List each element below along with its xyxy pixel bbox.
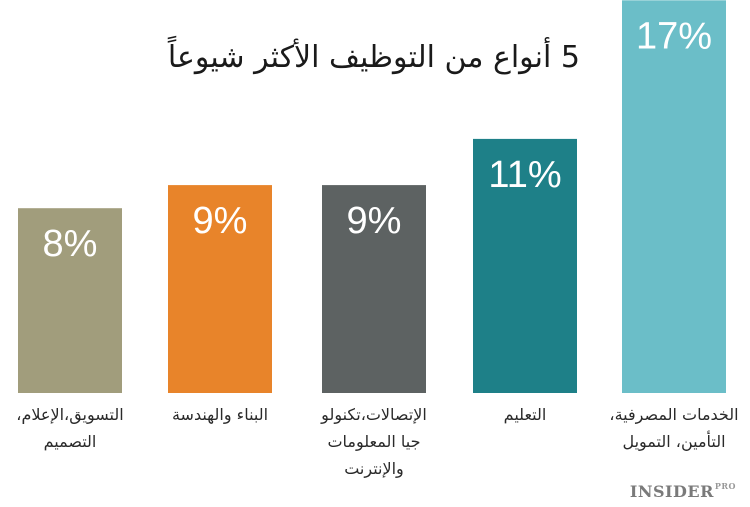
brand-suffix: PRO xyxy=(714,480,736,491)
bar-2 xyxy=(168,185,272,393)
bar-1 xyxy=(18,208,122,393)
category-label-3-line-1: الإتصالات،تكنولو xyxy=(320,405,427,425)
bar-value-label-2: 9% xyxy=(193,200,248,242)
bar-value-label-4: 11% xyxy=(488,154,561,196)
bar-value-label-1: 8% xyxy=(43,223,98,265)
chart-title: 5 أنواع من التوظيف الأكثر شيوعاً xyxy=(167,40,580,75)
category-label-5-line-1: الخدمات المصرفية، xyxy=(609,405,738,425)
brand-name: INSIDER xyxy=(629,482,714,501)
bar-3 xyxy=(322,185,426,393)
category-label-1-line-2: التصميم xyxy=(44,432,97,451)
category-label-3-line-3: والإنترنت xyxy=(344,459,404,479)
category-label-2-line-1: البناء والهندسة xyxy=(172,405,268,425)
bar-4 xyxy=(473,138,577,393)
insider-pro-logo: INSIDERPRO xyxy=(629,480,736,501)
category-label-1-line-1: التسويق،الإعلام، xyxy=(16,405,123,425)
bar-value-label-5: 17% xyxy=(636,15,712,57)
bar-5 xyxy=(622,0,726,394)
category-label-3-line-2: جيا المعلومات xyxy=(327,432,420,452)
bar-value-label-3: 9% xyxy=(347,200,402,242)
category-label-4-line-1: التعليم xyxy=(504,405,547,424)
category-label-5-line-2: التأمين، التمويل xyxy=(622,430,725,452)
